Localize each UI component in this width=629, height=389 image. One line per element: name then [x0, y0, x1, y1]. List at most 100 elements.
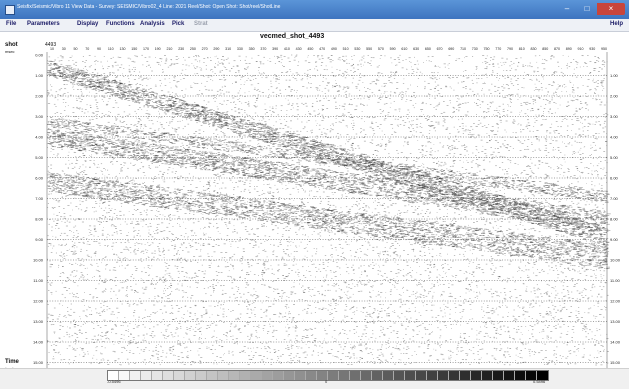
time-tick-label-left: 9.00: [35, 237, 44, 242]
time-tick-label-left: 12.00: [33, 299, 44, 304]
menu-display[interactable]: Display: [77, 21, 99, 27]
trace-number-label: 790: [507, 47, 513, 51]
trace-number-label: 910: [578, 47, 584, 51]
trace-number-label: 490: [331, 47, 337, 51]
colorbar-swatch: [504, 371, 515, 380]
trace-number-label: 870: [554, 47, 560, 51]
time-tick-label-left: 15.00: [33, 360, 44, 365]
colorbar-swatch: [185, 371, 196, 380]
trace-number-label: 450: [307, 47, 313, 51]
trace-number-label: 110: [108, 47, 114, 51]
colorbar-swatch: [405, 371, 416, 380]
menu-help[interactable]: Help: [610, 21, 624, 27]
time-tick-label-right: 14.00: [610, 340, 621, 345]
axis-labels: 0.00 1.00 2.00 3.00 4.00 5.00 6.00 7.00 8.00 9.00…: [33, 47, 621, 365]
menu-analysis[interactable]: Analysis: [140, 21, 165, 27]
trace-number-label: 750: [484, 47, 490, 51]
trace-number-label: 250: [190, 47, 196, 51]
time-tick-label-right: 1.00: [610, 73, 619, 78]
trace-number-label: 350: [249, 47, 255, 51]
colorbar-swatch: [174, 371, 185, 380]
time-tick-label-right: 3.00: [610, 114, 619, 119]
colorbar-swatch: [416, 371, 427, 380]
time-tick-label-right: 8.00: [610, 217, 619, 222]
time-tick-label-right: 7.00: [610, 196, 619, 201]
menu-pick[interactable]: Pick: [172, 21, 185, 27]
seismic-shot-gather[interactable]: 0.00 1.00 2.00 3.00 4.00 5.00 6.00 7.00 8.00 9.00…: [0, 32, 629, 368]
time-tick-label-right: 10.00: [610, 258, 621, 263]
trace-number-label: 590: [390, 47, 396, 51]
time-tick-label-right: 13.00: [610, 319, 621, 324]
colorbar-swatch: [394, 371, 405, 380]
colorbar-swatch: [361, 371, 372, 380]
trace-number-label: 390: [272, 47, 278, 51]
time-tick-label-left: 6.00: [35, 176, 44, 181]
trace-number-label: 290: [213, 47, 219, 51]
colorbar-max-label: 0.5496: [533, 379, 546, 384]
trace-number-label: 730: [472, 47, 478, 51]
colorbar-swatch: [229, 371, 240, 380]
time-tick-label-left: 2.00: [35, 94, 44, 99]
menu-file[interactable]: File: [6, 21, 17, 27]
trace-number-label: 810: [519, 47, 525, 51]
time-tick-label-right: 9.00: [610, 237, 619, 242]
maximize-button[interactable]: □: [584, 4, 590, 13]
colorbar-swatch: [141, 371, 152, 380]
title-bar: Seisfix/Seismic/Vibro 11 View Data - Sur…: [0, 0, 629, 19]
colorbar-swatch: [240, 371, 251, 380]
trace-number-label: 310: [225, 47, 231, 51]
trace-number-label: 10: [50, 47, 54, 51]
trace-number-label: 50: [73, 47, 77, 51]
trace-number-label: 130: [119, 47, 125, 51]
colorbar-swatch: [460, 371, 471, 380]
time-grid: [46, 52, 608, 368]
menu-bar: File Parameters Display Functions Analys…: [0, 19, 629, 32]
seismic-traces: [47, 54, 611, 366]
trace-number-label: 470: [319, 47, 325, 51]
time-tick-label-left: 3.00: [35, 114, 44, 119]
trace-number-label: 550: [366, 47, 372, 51]
trace-number-label: 70: [85, 47, 89, 51]
trace-number-label: 410: [284, 47, 290, 51]
time-tick-label-left: 8.00: [35, 217, 44, 222]
app-icon[interactable]: [5, 5, 15, 15]
trace-number-label: 530: [354, 47, 360, 51]
time-tick-label-left: 4.00: [35, 135, 44, 140]
colorbar-swatch: [295, 371, 306, 380]
time-tick-label-right: 6.00: [610, 176, 619, 181]
colorbar-swatch: [372, 371, 383, 380]
colorbar-swatch: [526, 371, 537, 380]
trace-number-label: 950: [601, 47, 607, 51]
time-tick-label-left: 1.00: [35, 73, 44, 78]
trace-number-label: 670: [437, 47, 443, 51]
colorbar-swatch: [306, 371, 317, 380]
minimize-button[interactable]: –: [564, 4, 570, 13]
trace-number-label: 850: [542, 47, 548, 51]
time-tick-label-right: 12.00: [610, 299, 621, 304]
time-tick-label-left: 7.00: [35, 196, 44, 201]
time-tick-label-right: 2.00: [610, 94, 619, 99]
trace-number-label: 90: [97, 47, 101, 51]
trace-number-label: 710: [460, 47, 466, 51]
amplitude-colorbar[interactable]: [107, 370, 549, 381]
colorbar-swatch: [273, 371, 284, 380]
colorbar-min-label: -0.5496: [107, 379, 121, 384]
trace-number-label: 930: [589, 47, 595, 51]
trace-number-label: 170: [143, 47, 149, 51]
time-axis-label: Time: [5, 359, 19, 365]
trace-number-label: 30: [62, 47, 66, 51]
colorbar-swatch: [207, 371, 218, 380]
plot-title: vecmed_shot_4493: [260, 33, 325, 40]
colorbar-swatch: [427, 371, 438, 380]
menu-functions[interactable]: Functions: [106, 21, 135, 27]
menu-strat[interactable]: Strat: [194, 21, 208, 27]
close-button[interactable]: ×: [597, 3, 625, 15]
colorbar-swatch: [119, 371, 130, 380]
menu-parameters[interactable]: Parameters: [27, 21, 60, 27]
colorbar-swatch: [449, 371, 460, 380]
time-tick-label-right: 15.00: [610, 360, 621, 365]
shot-number: 4493: [45, 42, 57, 48]
time-tick-label-left: 10.00: [33, 258, 44, 263]
colorbar-swatch: [163, 371, 174, 380]
trace-number-label: 650: [425, 47, 431, 51]
